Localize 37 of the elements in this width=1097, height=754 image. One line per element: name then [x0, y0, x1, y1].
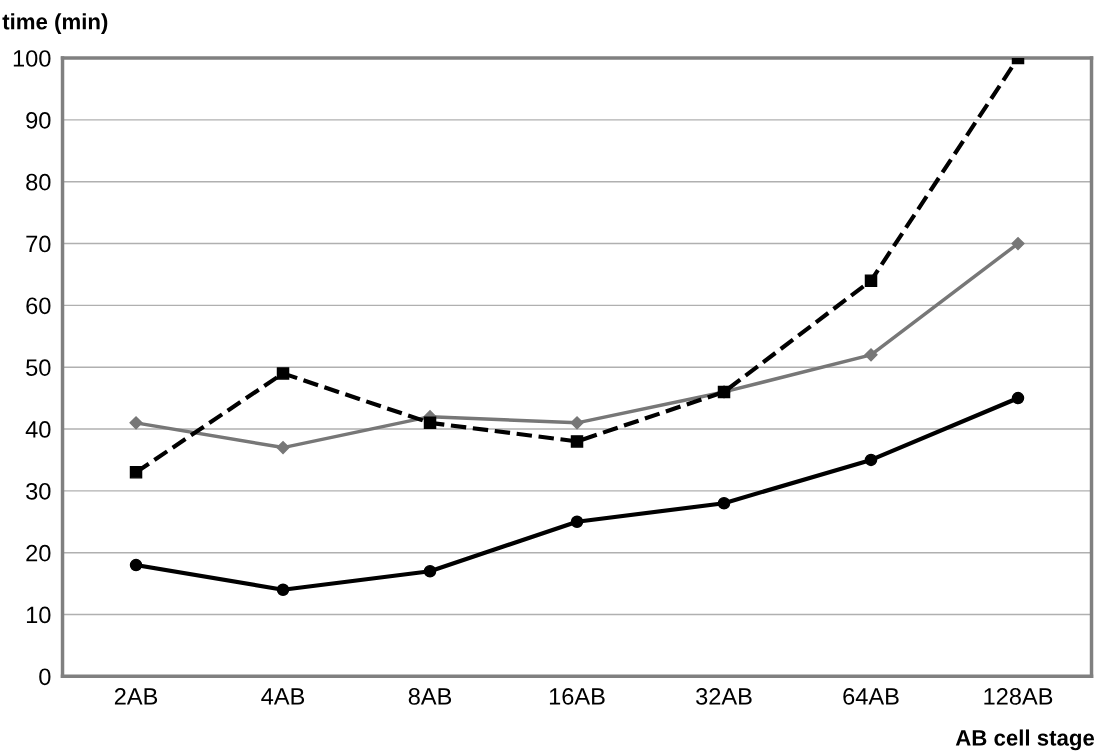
- point: [570, 515, 584, 529]
- point: [717, 496, 731, 510]
- point: [1011, 236, 1025, 251]
- y-tick-label: 10: [26, 606, 51, 624]
- point: [570, 416, 584, 430]
- y-tick-label: 100: [13, 50, 51, 67]
- point: [423, 564, 437, 578]
- y-tick-label: 30: [26, 482, 51, 500]
- y-tick-label: 80: [26, 173, 51, 191]
- point: [276, 583, 290, 597]
- y-axis-title: time (min): [2, 13, 108, 34]
- x-tick-label: 64AB: [843, 688, 899, 705]
- point: [129, 416, 143, 430]
- y-tick-label: 0: [39, 668, 51, 686]
- x-tick-label: 8AB: [408, 688, 452, 705]
- point: [423, 416, 437, 430]
- y-tick-label: 60: [26, 297, 51, 315]
- point: [864, 453, 878, 467]
- x-tick-label: 2AB: [114, 688, 158, 705]
- x-tick-label: 128AB: [984, 688, 1053, 705]
- y-tick-label: 70: [26, 235, 51, 253]
- y-tick-label: 90: [26, 111, 51, 129]
- point: [570, 435, 584, 448]
- x-tick-label: 16AB: [549, 688, 605, 705]
- y-tick-label: 40: [25, 421, 51, 438]
- y-tick-label: 50: [26, 359, 51, 376]
- x-tick-label: 4AB: [261, 688, 305, 705]
- point: [1011, 391, 1025, 405]
- y-tick-label: 20: [26, 544, 51, 562]
- x-tick-label: 32AB: [696, 688, 752, 705]
- point: [129, 558, 143, 572]
- x-axis-title: AB cell stage: [955, 729, 1095, 751]
- point: [276, 440, 290, 455]
- point: [864, 274, 878, 287]
- point: [276, 367, 290, 380]
- point: [864, 348, 878, 362]
- point: [129, 466, 143, 479]
